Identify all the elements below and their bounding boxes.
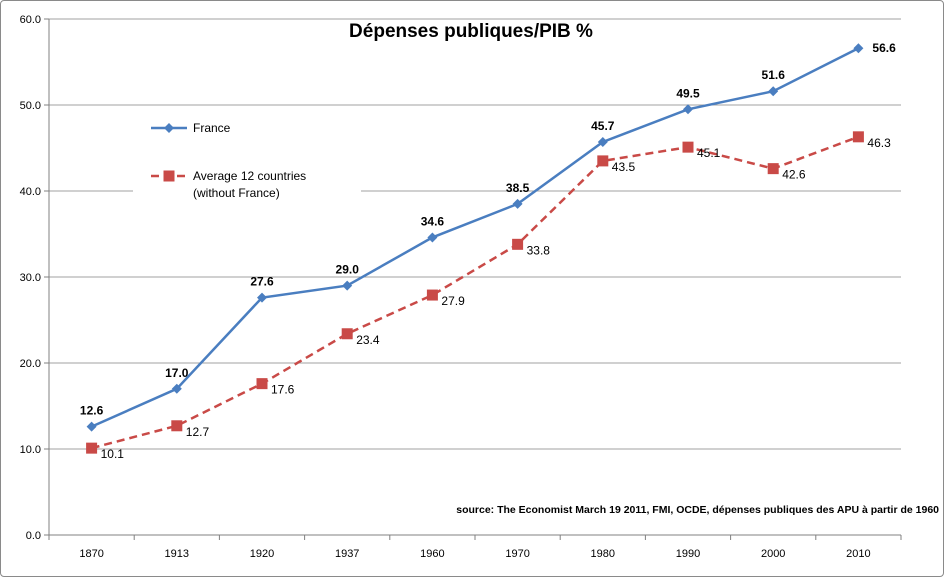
data-point bbox=[597, 155, 609, 167]
data-point bbox=[86, 421, 97, 432]
data-point bbox=[682, 141, 694, 153]
data-point bbox=[171, 420, 183, 432]
data-label: 45.1 bbox=[697, 146, 721, 160]
data-point bbox=[852, 131, 864, 143]
legend-label: Average 12 countries bbox=[193, 169, 306, 183]
x-tick-label: 1960 bbox=[420, 548, 444, 560]
legend-label: France bbox=[193, 121, 231, 135]
y-tick-label: 40.0 bbox=[20, 186, 41, 198]
data-point bbox=[683, 104, 693, 115]
data-label: 29.0 bbox=[336, 263, 360, 277]
data-label: 17.0 bbox=[165, 366, 189, 380]
data-label: 49.5 bbox=[676, 86, 700, 100]
data-point bbox=[86, 442, 98, 454]
data-label: 27.6 bbox=[250, 275, 274, 289]
chart-title: Dépenses publiques/PIB % bbox=[349, 21, 593, 42]
x-tick-label: 1980 bbox=[591, 548, 615, 560]
x-tick-label: 2000 bbox=[761, 548, 785, 560]
data-label: 46.3 bbox=[867, 136, 891, 150]
data-label: 43.5 bbox=[612, 160, 636, 174]
x-tick-label: 1970 bbox=[505, 548, 529, 560]
data-point bbox=[512, 238, 524, 250]
data-label: 12.7 bbox=[186, 425, 210, 439]
y-tick-label: 60.0 bbox=[20, 14, 41, 26]
y-tick-label: 30.0 bbox=[20, 272, 41, 284]
y-tick-label: 10.0 bbox=[20, 444, 41, 456]
y-tick-label: 20.0 bbox=[20, 358, 41, 370]
series-line bbox=[91, 47, 859, 428]
x-tick-label: 1920 bbox=[250, 548, 274, 560]
x-tick-label: 1870 bbox=[79, 548, 103, 560]
series-group: 12.6 17.0 27.6 29.0 34.6 38.5 45.7 49.5 51.6 56.6… bbox=[80, 41, 896, 461]
legend-marker bbox=[164, 123, 174, 133]
data-point bbox=[342, 280, 353, 291]
x-tick-label: 1990 bbox=[676, 548, 700, 560]
data-label: 45.7 bbox=[591, 119, 615, 133]
legend-entry-average: Average 12 countries (without France) bbox=[151, 169, 306, 200]
y-tick-label: 50.0 bbox=[20, 100, 41, 112]
data-point bbox=[427, 232, 438, 243]
data-label: 33.8 bbox=[527, 243, 551, 257]
source-note: source: The Economist March 19 2011, FMI… bbox=[456, 504, 939, 516]
data-label: 34.6 bbox=[421, 214, 445, 228]
data-label: 27.9 bbox=[441, 294, 465, 308]
data-point bbox=[768, 86, 779, 97]
data-label: 42.6 bbox=[782, 168, 806, 182]
data-point bbox=[341, 328, 353, 340]
legend: France Average 12 countries (without Franc… bbox=[133, 111, 361, 213]
x-tick-label: 1913 bbox=[165, 548, 189, 560]
data-point bbox=[597, 136, 608, 147]
series-france: 12.6 17.0 27.6 29.0 34.6 38.5 45.7 49.5 51.6 56.6 bbox=[80, 41, 896, 432]
data-point bbox=[171, 383, 182, 394]
y-tick-label: 0.0 bbox=[26, 530, 41, 542]
data-label: 12.6 bbox=[80, 404, 104, 418]
x-tick-label: 1937 bbox=[335, 548, 359, 560]
data-point bbox=[767, 163, 779, 175]
data-point bbox=[853, 43, 864, 54]
series-average: 10.1 12.7 17.6 23.4 27.9 33.8 43.5 45.1 42.6 46.3 bbox=[86, 131, 891, 461]
legend-label: (without France) bbox=[193, 186, 280, 200]
data-label: 38.5 bbox=[506, 181, 530, 195]
data-point bbox=[426, 289, 438, 301]
data-label: 10.1 bbox=[101, 447, 125, 461]
data-point bbox=[257, 292, 267, 303]
x-tick-label: 2010 bbox=[846, 548, 870, 560]
data-label: 17.6 bbox=[271, 383, 295, 397]
data-point bbox=[256, 378, 268, 390]
series-line bbox=[91, 135, 859, 450]
legend-entry-france: France bbox=[151, 121, 231, 135]
data-label: 56.6 bbox=[872, 41, 896, 55]
data-label: 23.4 bbox=[356, 333, 380, 347]
axes: 0.0 10.0 20.0 30.0 40.0 50.0 60.0 1870 1913 1920 1… bbox=[20, 14, 902, 560]
data-label: 51.6 bbox=[762, 68, 786, 82]
legend-marker bbox=[163, 170, 175, 182]
data-point bbox=[512, 198, 523, 209]
